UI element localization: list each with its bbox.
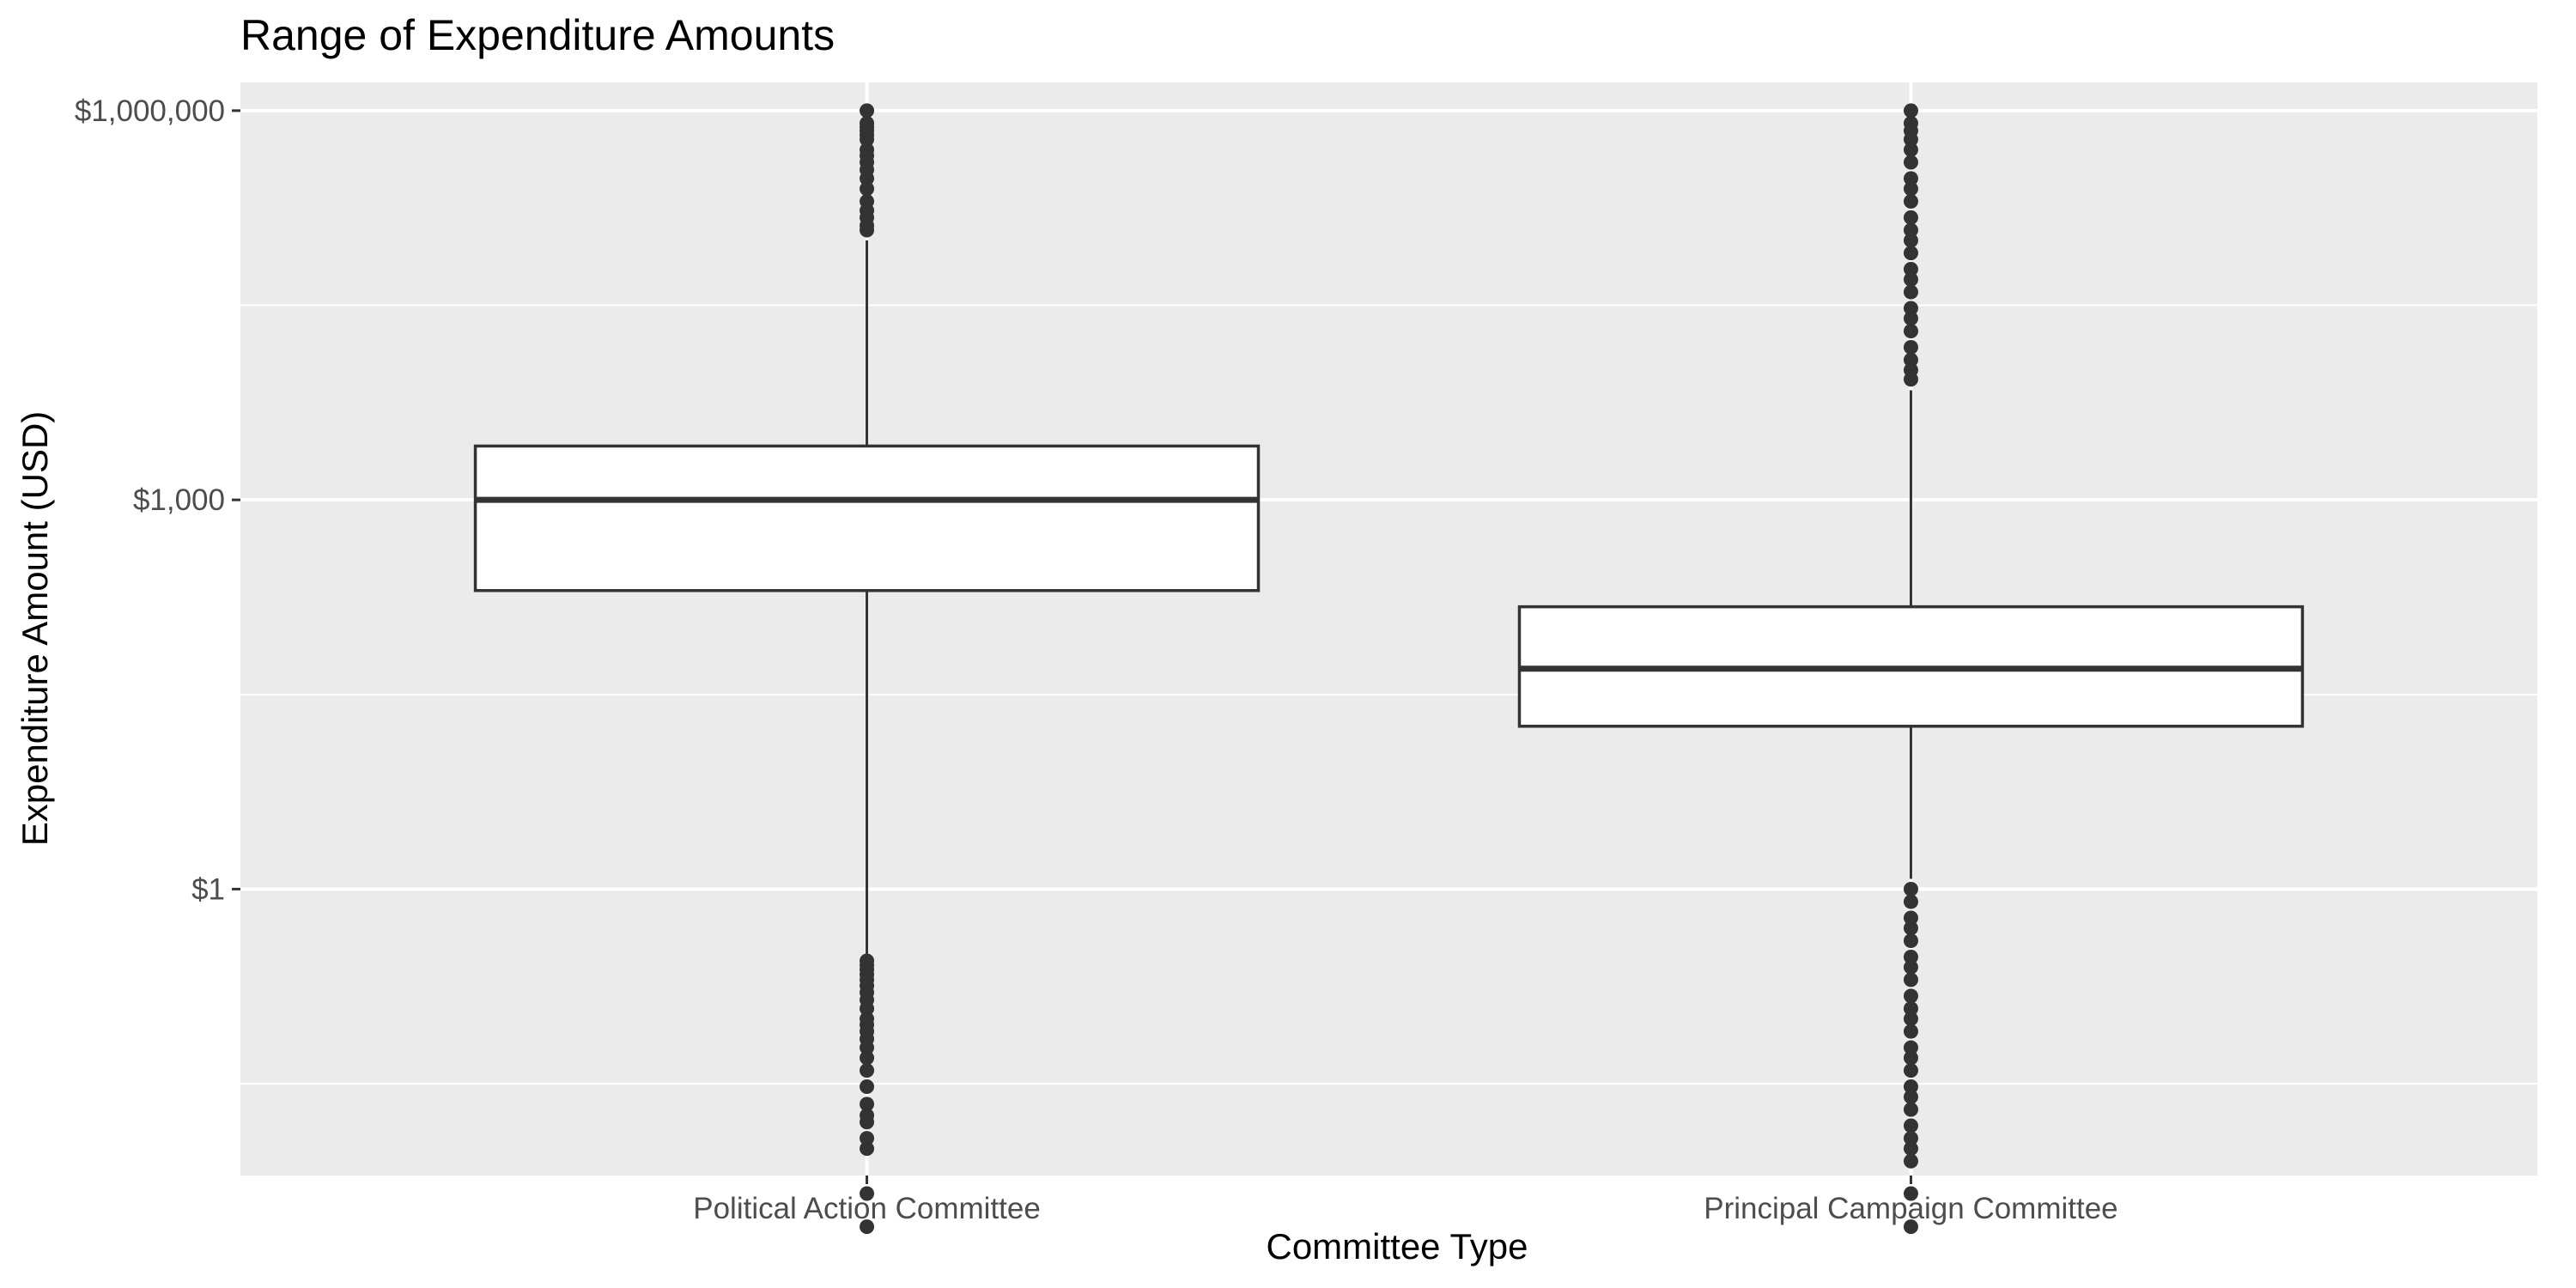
outlier-point — [1903, 1118, 1918, 1133]
outlier-point — [1903, 311, 1918, 326]
outlier-point — [1903, 339, 1918, 355]
outlier-point — [860, 1079, 875, 1095]
outlier-point — [860, 1141, 875, 1157]
outlier-point — [1903, 1131, 1918, 1146]
outlier-point — [1903, 131, 1918, 147]
outlier-point — [1903, 972, 1918, 987]
outlier-point — [1903, 372, 1918, 387]
outlier-point — [1903, 1090, 1918, 1105]
outlier-point — [1903, 222, 1918, 238]
y-axis-title: Expenditure Amount (USD) — [15, 411, 55, 847]
outlier-point — [1903, 352, 1918, 368]
y-axis: $1 $1,000 $1,000,000 — [75, 94, 240, 906]
iqr-box — [473, 444, 1261, 592]
outlier-point — [860, 1097, 875, 1112]
outlier-point — [1903, 1186, 1918, 1201]
outlier-point — [1903, 261, 1918, 276]
outlier-point — [1903, 920, 1918, 936]
outlier-point — [860, 1040, 875, 1055]
outlier-point — [1903, 959, 1918, 975]
outlier-point — [1903, 1079, 1918, 1095]
outlier-point — [1903, 142, 1918, 157]
boxplot-series — [473, 103, 2305, 1235]
outlier-point — [860, 1131, 875, 1146]
outlier-point — [1903, 155, 1918, 170]
outlier-point — [1903, 103, 1918, 118]
outlier-point — [1903, 881, 1918, 896]
x-axis: Political Action Committee Principal Camp… — [693, 1176, 2118, 1225]
outlier-point — [1903, 910, 1918, 926]
outlier-point — [1903, 271, 1918, 287]
outlier-point — [860, 1219, 875, 1235]
y-tick-label: $1 — [191, 872, 225, 906]
outlier-point — [860, 131, 875, 147]
outlier-point — [860, 1186, 875, 1201]
outlier-point — [860, 1063, 875, 1078]
outlier-point — [860, 1115, 875, 1130]
y-tick-label: $1,000,000 — [75, 94, 225, 128]
outlier-point — [1903, 1050, 1918, 1066]
x-tick-label: Political Action Committee — [693, 1192, 1041, 1225]
outlier-point — [1903, 193, 1918, 209]
outlier-point — [1903, 1102, 1918, 1117]
outlier-point — [1903, 324, 1918, 339]
outlier-point — [1903, 933, 1918, 949]
chart-title: Range of Expenditure Amounts — [240, 11, 835, 59]
outlier-point — [860, 1050, 875, 1066]
outlier-point — [860, 222, 875, 238]
outlier-point — [1903, 284, 1918, 300]
x-axis-title: Committee Type — [1266, 1226, 1528, 1267]
y-tick-label: $1,000 — [133, 483, 225, 517]
outlier-point — [1903, 949, 1918, 964]
outlier-point — [1903, 1219, 1918, 1235]
outlier-point — [1903, 246, 1918, 261]
outlier-point — [1903, 1040, 1918, 1055]
outlier-point — [1903, 1141, 1918, 1157]
outlier-point — [860, 1001, 875, 1017]
outlier-point — [1903, 1153, 1918, 1169]
x-tick-label: Principal Campaign Committee — [1704, 1192, 2117, 1225]
outlier-point — [860, 181, 875, 197]
outlier-point — [1903, 894, 1918, 909]
outlier-point — [1903, 233, 1918, 248]
outlier-point — [1903, 301, 1918, 316]
box-group — [473, 103, 1261, 1235]
outlier-point — [860, 103, 875, 118]
outlier-point — [1903, 181, 1918, 197]
outlier-point — [1903, 1012, 1918, 1027]
outlier-point — [860, 171, 875, 186]
box-group — [1517, 103, 2305, 1235]
outlier-point — [1903, 988, 1918, 1004]
outlier-point — [1903, 171, 1918, 186]
outlier-point — [1903, 1063, 1918, 1078]
outlier-point — [1903, 1024, 1918, 1039]
outlier-point — [1903, 1001, 1918, 1017]
outlier-point — [1903, 210, 1918, 225]
